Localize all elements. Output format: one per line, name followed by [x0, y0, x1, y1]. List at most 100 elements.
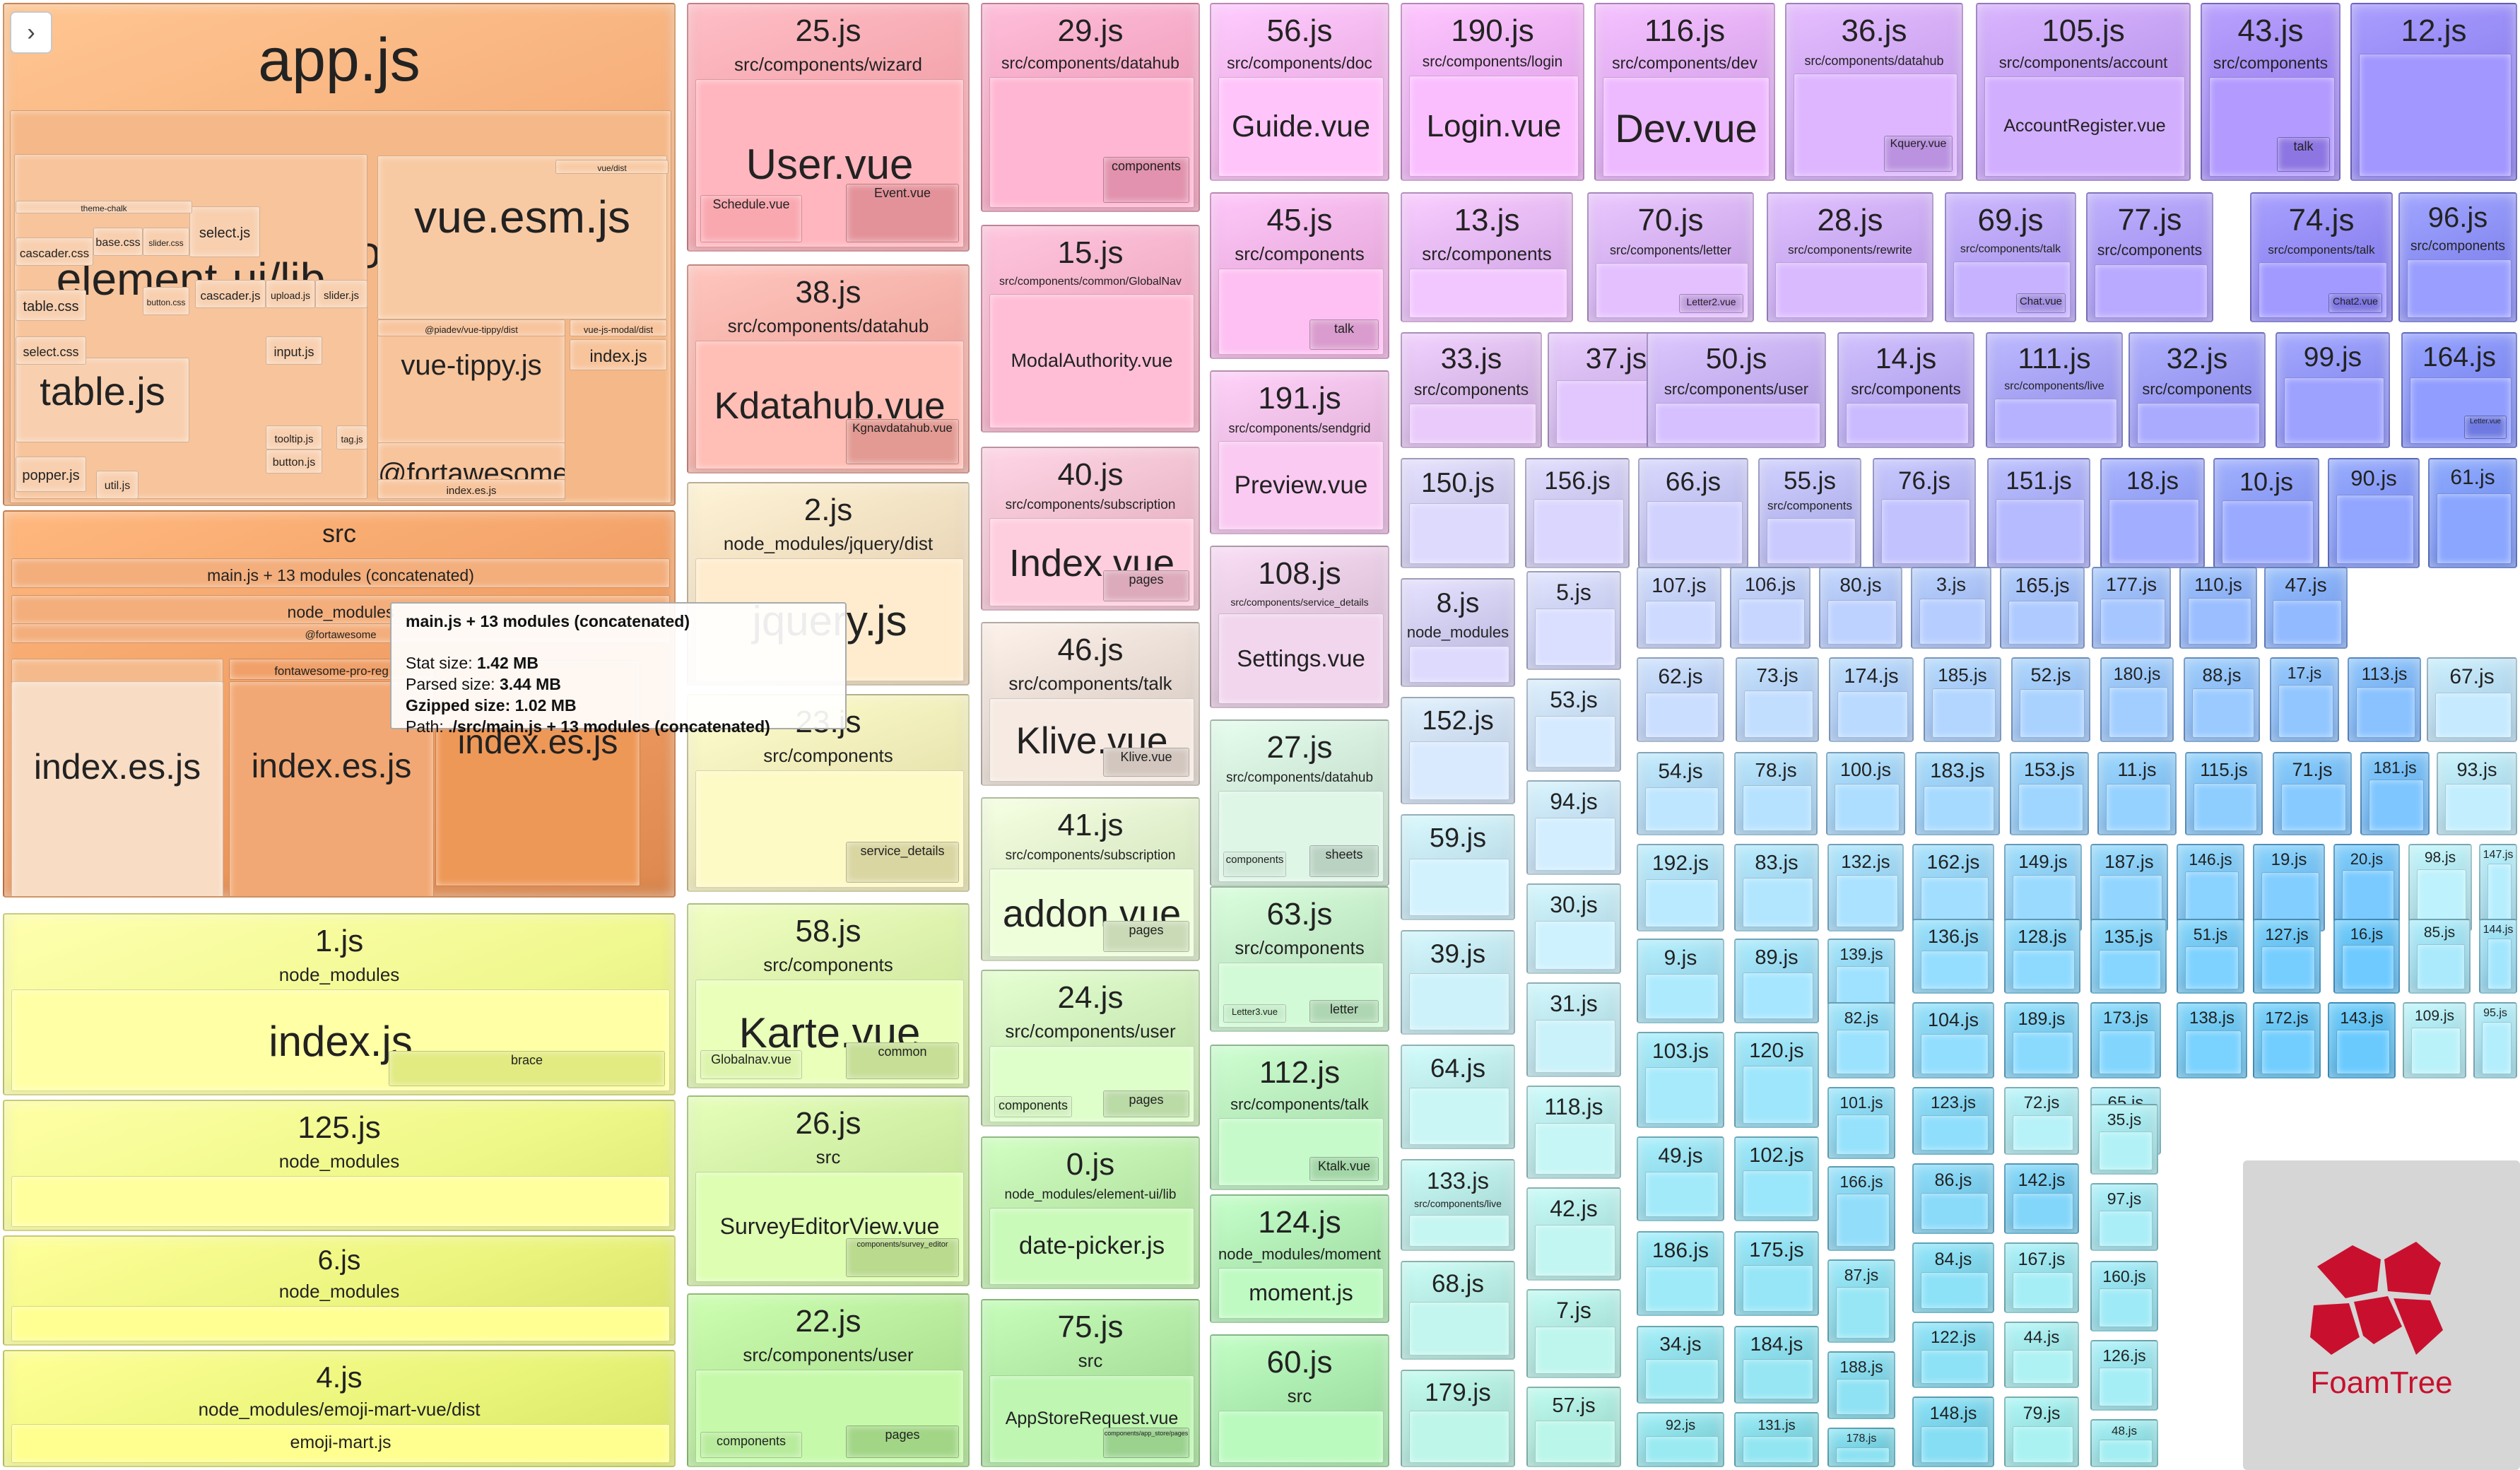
module-group[interactable] [2099, 875, 2162, 927]
chunk-cell[interactable]: 178.js [1827, 1428, 1895, 1467]
chunk-cell[interactable]: 102.js [1734, 1136, 1819, 1221]
chunk-cell[interactable]: 97.js [2090, 1183, 2158, 1251]
module-group[interactable] [2336, 495, 2414, 564]
module-group[interactable] [1837, 691, 1908, 738]
chunk-cell[interactable]: 147.js [2479, 844, 2517, 931]
module-group[interactable] [1836, 1447, 1890, 1463]
chunk-cell[interactable]: 83.js [1734, 844, 1819, 931]
module-group[interactable] [1535, 1225, 1615, 1276]
module-group[interactable] [1409, 1411, 1509, 1463]
chunk-cell[interactable]: 95.js [2473, 1002, 2517, 1078]
chunk-cell[interactable]: 49.js [1637, 1136, 1724, 1221]
chunk-cell[interactable]: 50.js src/components/user [1647, 332, 1826, 448]
module-group[interactable] [1645, 974, 1719, 1019]
module-cell[interactable]: Kgnavdatahub.vue [846, 419, 959, 464]
module-group[interactable] [2099, 1368, 2153, 1406]
chunk-cell[interactable]: 108.js src/components/service_details Sett… [1210, 546, 1389, 708]
module-group[interactable] [2020, 689, 2085, 738]
chunk-cell[interactable]: 101.js [1827, 1087, 1895, 1159]
module-group[interactable] [2013, 1032, 2073, 1074]
module-cell[interactable]: cascader.js [195, 280, 266, 308]
chunk-cell[interactable]: 111.js src/components/live [1986, 332, 2123, 448]
module-cell[interactable]: util.js [96, 471, 139, 499]
module-group[interactable] [1533, 499, 1624, 564]
chunk-cell[interactable]: 20.js [2333, 844, 2400, 931]
module-group[interactable] [1409, 859, 1509, 916]
chunk-cell[interactable]: 128.js [2004, 919, 2080, 994]
module-cell[interactable]: base.css [93, 228, 143, 256]
module-cell[interactable]: components/app_store/pages [1103, 1428, 1189, 1458]
chunk-cell[interactable]: 58.js src/components Karte.vue common Global… [687, 903, 970, 1088]
chunk-cell[interactable]: 92.js [1637, 1412, 1724, 1467]
chunk-cell[interactable]: 125.js node_modules [3, 1100, 676, 1231]
chunk-cell[interactable]: 34.js [1637, 1326, 1724, 1404]
chunk-cell[interactable]: 191.js src/components/sendgrid Preview.vue [1210, 370, 1389, 534]
module-cell[interactable]: popper.js [16, 457, 86, 492]
module-group[interactable] [1767, 518, 1856, 564]
module-cell[interactable]: @piadev/vue-tippy/dist [377, 319, 565, 336]
module-group[interactable] [1836, 875, 1898, 927]
module-cell[interactable]: pages [846, 1425, 959, 1458]
module-cell[interactable]: vue-js-modal/dist [570, 319, 667, 336]
module-group[interactable] [1409, 646, 1509, 683]
chunk-cell[interactable]: 78.js [1734, 752, 1818, 835]
chunk-cell[interactable]: 51.js [2177, 919, 2244, 994]
chunk-cell[interactable]: 44.js [2004, 1322, 2079, 1388]
module-cell[interactable]: Klive.vue [1103, 748, 1189, 777]
module-cell[interactable]: Letter.vue [2464, 416, 2507, 439]
chunk-cell[interactable]: 150.js [1401, 458, 1515, 568]
chunk-cell[interactable]: 104.js [1912, 1002, 1994, 1078]
module-group[interactable] [2261, 1030, 2315, 1074]
chunk-cell[interactable]: 135.js [2090, 919, 2167, 994]
module-group[interactable] [1743, 1066, 1813, 1124]
module-group[interactable] [2185, 946, 2239, 989]
chunk-cell[interactable]: 86.js [1912, 1163, 1994, 1234]
module-group[interactable] [1535, 608, 1615, 666]
module-group[interactable] [1738, 599, 1805, 645]
chunk-cell[interactable]: 40.js src/components/subscription Index.vu… [981, 447, 1200, 611]
module-group[interactable] [1743, 1359, 1813, 1399]
module-group[interactable] [11, 1306, 670, 1341]
module-cell[interactable]: Kquery.vue [1884, 136, 1953, 172]
module-group[interactable]: pages components [695, 1370, 964, 1463]
module-group[interactable] [2099, 1440, 2153, 1463]
chunk-cell[interactable]: 132.js [1827, 844, 1904, 931]
chunk-cell[interactable]: 25.js src/components/wizard User.vue Event.… [687, 3, 970, 252]
module-cell[interactable]: components [700, 1432, 802, 1458]
chunk-cell[interactable]: 87.js [1827, 1259, 1895, 1343]
module-cell[interactable]: letter [1309, 1000, 1379, 1023]
chunk-cell[interactable]: 46.js src/components/talk Klive.vue Klive.v… [981, 622, 1200, 786]
module-group[interactable] [1836, 1287, 1890, 1339]
chunk-cell[interactable]: 6.js node_modules [3, 1235, 676, 1346]
chunk-cell[interactable]: 60.js src [1210, 1334, 1389, 1467]
chunk-cell[interactable]: 184.js [1734, 1326, 1819, 1404]
module-group[interactable] [2109, 499, 2199, 564]
module-cell[interactable]: Schedule.vue [700, 195, 802, 242]
module-group[interactable]: Klive.vue Klive.vue [989, 698, 1194, 782]
chunk-cell[interactable]: 127.js [2253, 919, 2321, 994]
module-group[interactable] [2192, 688, 2254, 738]
module-group[interactable] [2188, 598, 2251, 645]
chunk-cell[interactable]: 148.js [1912, 1396, 1994, 1467]
chunk-cell[interactable]: 156.js [1525, 458, 1630, 568]
module-group[interactable] [2261, 872, 2319, 927]
chunk-cell[interactable]: 173.js [2090, 1002, 2161, 1078]
module-cell[interactable]: select.css [16, 336, 86, 365]
chunk-cell[interactable]: 181.js [2360, 752, 2430, 835]
module-group[interactable] [1535, 1421, 1615, 1463]
chunk-cell[interactable]: 55.js src/components [1758, 458, 1861, 568]
chunk-cell[interactable]: 103.js [1637, 1032, 1724, 1128]
module-group[interactable] [1932, 688, 1996, 738]
chunk-cell[interactable]: 52.js [2011, 657, 2090, 742]
module-group[interactable] [2417, 869, 2466, 927]
module-group[interactable] [1409, 269, 1567, 318]
chunk-cell[interactable]: 146.js [2177, 844, 2244, 931]
chunk-cell[interactable]: 32.js src/components [2129, 332, 2266, 448]
chunk-cell[interactable]: 138.js [2177, 1002, 2247, 1078]
module-group[interactable] [2278, 685, 2333, 738]
module-cell[interactable]: talk [1309, 319, 1379, 350]
module-group[interactable] [1921, 1034, 1989, 1074]
module-group[interactable] [1535, 818, 1615, 871]
chunk-cell[interactable]: 7.js [1526, 1289, 1621, 1378]
chunk-cell[interactable]: 47.js [2264, 567, 2348, 649]
